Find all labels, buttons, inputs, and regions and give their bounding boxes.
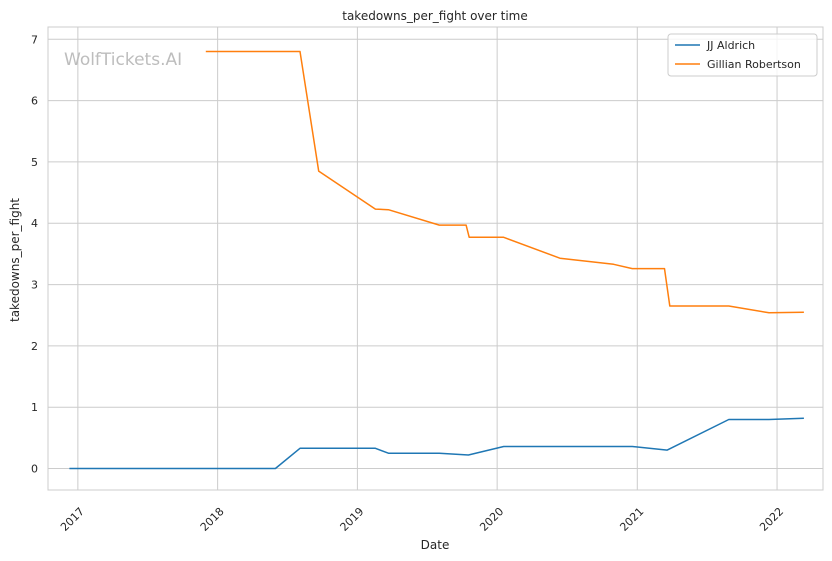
y-tick-label: 3 (31, 279, 38, 292)
chart-title: takedowns_per_fight over time (342, 9, 528, 23)
plot-frame (47, 26, 824, 491)
y-axis-label: takedowns_per_fight (8, 198, 22, 322)
y-tick-labels: 0 1 2 3 4 5 6 7 (31, 33, 38, 475)
legend-label-jj-aldrich: JJ Aldrich (706, 39, 755, 52)
y-tick-label: 7 (31, 33, 38, 46)
y-tick-label: 1 (31, 401, 38, 414)
x-tick-label: 2018 (198, 505, 227, 534)
legend-box (667, 33, 818, 77)
legend: JJ Aldrich Gillian Robertson (667, 33, 818, 77)
series-layer (69, 50, 804, 470)
series-line-gillian-robertson (205, 50, 804, 314)
series-line-jj-aldrich (69, 417, 804, 470)
x-tick-labels: 2017 2018 2019 2020 2021 2022 (58, 505, 786, 534)
y-tick-label: 0 (31, 463, 38, 476)
y-tick-label: 2 (31, 340, 38, 353)
y-tick-label: 4 (31, 217, 38, 230)
grid (48, 27, 823, 490)
legend-label-gillian-robertson: Gillian Robertson (707, 58, 801, 71)
x-tick-label: 2022 (757, 505, 786, 534)
y-tick-label: 5 (31, 156, 38, 169)
x-axis-label: Date (421, 538, 450, 552)
x-tick-label: 2017 (58, 505, 87, 534)
watermark: WolfTickets.AI (64, 50, 182, 70)
x-tick-label: 2020 (477, 505, 506, 534)
y-tick-label: 6 (31, 95, 38, 108)
x-tick-label: 2021 (617, 505, 646, 534)
x-tick-label: 2019 (338, 505, 367, 534)
